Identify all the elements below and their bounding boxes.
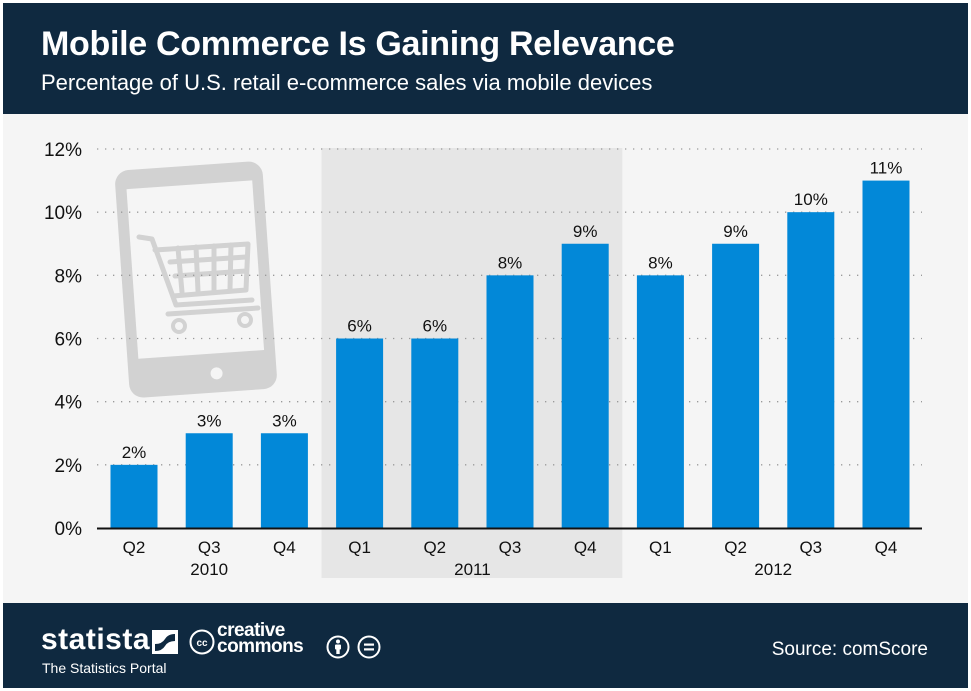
bar xyxy=(787,212,835,528)
header-banner: Mobile Commerce Is Gaining Relevance Per… xyxy=(3,3,968,114)
bar xyxy=(336,338,384,528)
chart-title: Mobile Commerce Is Gaining Relevance xyxy=(41,25,675,63)
x-tick-label: Q2 xyxy=(724,538,747,557)
x-tick-label: Q4 xyxy=(273,538,296,557)
bar xyxy=(486,275,534,528)
cc-text-line1: creative xyxy=(217,620,285,641)
data-label: 8% xyxy=(498,253,523,272)
y-tick-label: 4% xyxy=(55,393,83,414)
year-label: 2010 xyxy=(190,560,228,579)
chart-subtitle: Percentage of U.S. retail e-commerce sal… xyxy=(41,70,653,95)
bar xyxy=(185,433,233,528)
x-tick-label: Q3 xyxy=(499,538,522,557)
statista-logo-text: statista xyxy=(41,623,151,656)
source-label: Source: comScore xyxy=(771,639,928,660)
bar xyxy=(260,433,308,528)
data-label: 9% xyxy=(723,222,748,241)
y-tick-label: 12% xyxy=(44,140,82,161)
bar xyxy=(110,464,158,528)
y-tick-label: 2% xyxy=(55,456,83,477)
y-tick-label: 10% xyxy=(44,203,82,224)
y-tick-label: 6% xyxy=(55,330,83,351)
year-label: 2012 xyxy=(754,560,792,579)
data-label: 10% xyxy=(794,190,828,209)
x-tick-label: Q1 xyxy=(649,538,672,557)
y-tick-label: 8% xyxy=(55,266,83,287)
x-tick-label: Q3 xyxy=(799,538,822,557)
data-label: 8% xyxy=(648,253,673,272)
bar xyxy=(561,243,609,528)
x-tick-label: Q4 xyxy=(875,538,898,557)
footer-banner: statista cc creative commons The Statist… xyxy=(3,603,968,688)
data-label: 9% xyxy=(573,222,598,241)
creative-commons-text: creative commons xyxy=(217,620,304,657)
bar xyxy=(712,243,760,528)
data-label: 3% xyxy=(197,411,222,430)
x-tick-label: Q3 xyxy=(198,538,221,557)
bar xyxy=(411,338,459,528)
data-label: 2% xyxy=(122,443,147,462)
x-tick-label: Q2 xyxy=(123,538,146,557)
no-derivatives-icon xyxy=(357,635,381,659)
cc-text-line2: commons xyxy=(217,636,304,657)
data-label: 3% xyxy=(272,411,297,430)
statista-logo-icon xyxy=(152,630,178,654)
bar xyxy=(636,275,684,528)
tablet-shopping-cart-icon xyxy=(115,161,277,398)
statista-tagline: The Statistics Portal xyxy=(42,660,167,676)
bar xyxy=(862,180,910,529)
x-tick-label: Q4 xyxy=(574,538,597,557)
data-label: 6% xyxy=(347,317,372,336)
data-label: 6% xyxy=(423,317,448,336)
data-label: 11% xyxy=(870,159,903,178)
year-label: 2011 xyxy=(454,560,491,579)
x-tick-label: Q1 xyxy=(348,538,371,557)
x-tick-label: Q2 xyxy=(423,538,446,557)
creative-commons-icon: cc xyxy=(189,629,215,655)
y-tick-label: 0% xyxy=(55,519,83,540)
svg-text:cc: cc xyxy=(196,638,208,649)
attribution-icon xyxy=(326,635,350,659)
